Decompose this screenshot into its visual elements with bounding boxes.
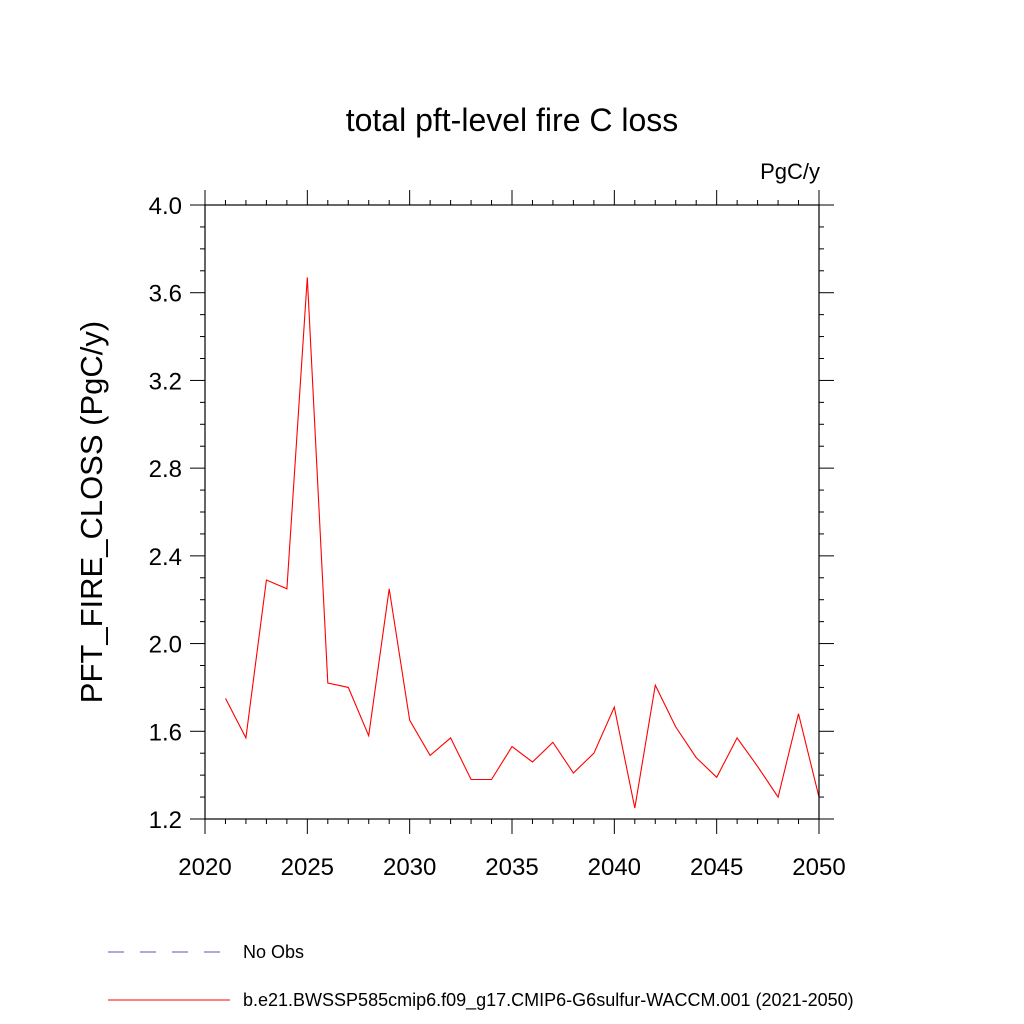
legend: No Obs b.e21.BWSSP585cmip6.f09_g17.CMIP6-… (108, 942, 854, 1011)
y-tick-label: 3.6 (149, 281, 182, 308)
series-line (225, 277, 820, 809)
x-tick-label: 2045 (690, 854, 743, 881)
y-tick-label: 2.4 (149, 544, 182, 571)
y-tick-label: 3.2 (149, 368, 182, 395)
x-tick-label: 2025 (281, 854, 334, 881)
y-tick-label: 2.8 (149, 456, 182, 483)
x-tick-label: 2040 (588, 854, 641, 881)
y-tick-label: 1.2 (149, 807, 182, 834)
y-tick-label: 2.0 (149, 632, 182, 659)
major-ticks (190, 190, 834, 834)
plot-frame (204, 204, 820, 820)
units-label: PgC/y (760, 159, 820, 184)
legend-label: b.e21.BWSSP585cmip6.f09_g17.CMIP6-G6sulf… (243, 990, 854, 1011)
x-tick-label: 2050 (792, 854, 845, 881)
x-tick-label: 2035 (485, 854, 538, 881)
y-tick-labels: 1.2 1.6 2.0 2.4 2.8 3.2 3.6 4.0 (149, 193, 182, 834)
x-tick-label: 2030 (383, 854, 436, 881)
chart-title: total pft-level fire C loss (346, 102, 679, 138)
minor-ticks (200, 200, 824, 824)
y-tick-label: 4.0 (149, 193, 182, 220)
y-axis-label: PFT_FIRE_CLOSS (PgC/y) (74, 321, 109, 703)
y-tick-label: 1.6 (149, 719, 182, 746)
x-tick-labels: 2020 2025 2030 2035 2040 2045 2050 (178, 854, 845, 881)
legend-label: No Obs (243, 942, 304, 962)
series-layer (225, 277, 820, 809)
x-tick-label: 2020 (178, 854, 231, 881)
